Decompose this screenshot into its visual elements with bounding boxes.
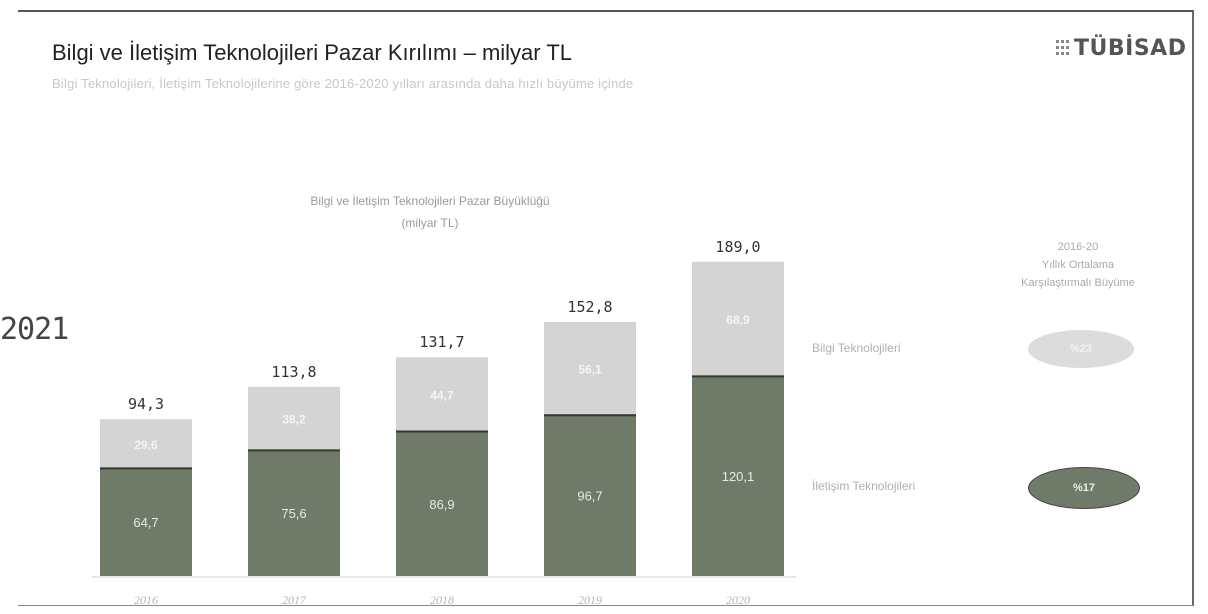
growth-header: 2016-20 Yıllık Ortalama Karşılaştırmalı … [988, 238, 1168, 292]
label-iletisim-2019: 96,7 [577, 489, 602, 504]
label-bilgi-2020: 68,9 [726, 313, 750, 327]
label-total-2020: 189,0 [715, 238, 760, 256]
x-tick-2017: 2017 [282, 593, 307, 607]
page-subtitle: Bilgi Teknolojileri, İletişim Teknolojil… [52, 76, 634, 91]
legend-label-bilgi: Bilgi Teknolojileri [812, 341, 901, 355]
label-total-2017: 113,8 [271, 363, 316, 381]
x-tick-2016: 2016 [134, 593, 158, 607]
logo-grid-icon [1056, 40, 1070, 56]
bar-iletisim-2016 [100, 468, 192, 576]
chart-title-line1: Bilgi ve İletişim Teknolojileri Pazar Bü… [310, 194, 550, 208]
label-bilgi-2017: 38,2 [282, 413, 306, 427]
label-bilgi-2016: 29,6 [134, 438, 158, 452]
bar-iletisim-2019 [544, 415, 636, 576]
label-iletisim-2018: 86,9 [429, 497, 454, 512]
label-bilgi-2018: 44,7 [430, 388, 454, 402]
bar-bilgi-2016 [100, 419, 192, 469]
label-bilgi-2019: 56,1 [578, 363, 602, 377]
bar-iletisim-2018 [396, 431, 488, 576]
chart-title: Bilgi ve İletişim Teknolojileri Pazar Bü… [240, 190, 620, 234]
legend-label-iletisim: İletişim Teknolojileri [812, 479, 916, 493]
page-title: Bilgi ve İletişim Teknolojileri Pazar Kı… [52, 40, 573, 65]
growth-pill-iletisim: %17 [1028, 467, 1140, 509]
x-tick-2020: 2020 [726, 593, 750, 607]
label-total-2019: 152,8 [567, 298, 612, 316]
growth-pill-bilgi: %23 [1028, 330, 1134, 368]
label-total-2016: 94,3 [128, 395, 164, 413]
growth-header-period: 2016-20 [1057, 241, 1099, 253]
bar-bilgi-2019 [544, 321, 636, 416]
growth-value-bilgi: %23 [1069, 343, 1093, 355]
tubisad-logo: TÜBİSAD [1056, 36, 1186, 61]
slide-frame [18, 10, 1194, 606]
bar-iletisim-2020 [692, 376, 784, 576]
chart-title-line2: (milyar TL) [401, 216, 459, 230]
x-tick-2019: 2019 [578, 593, 602, 607]
growth-header-compare: Karşılaştırmalı Büyüme [1021, 277, 1135, 289]
growth-value-iletisim: %17 [1072, 482, 1096, 494]
bar-iletisim-2017 [248, 450, 340, 576]
logo-text: TÜBİSAD [1074, 36, 1187, 61]
label-total-2018: 131,7 [419, 333, 464, 351]
bar-bilgi-2020 [692, 261, 784, 377]
label-iletisim-2016: 64,7 [133, 515, 158, 530]
growth-header-avg: Yıllık Ortalama [1041, 259, 1115, 271]
bar-bilgi-2017 [248, 386, 340, 451]
label-iletisim-2017: 75,6 [281, 506, 306, 521]
year-stamp: 2021 [0, 312, 69, 347]
label-iletisim-2020: 120,1 [722, 469, 755, 484]
x-tick-2018: 2018 [430, 593, 454, 607]
bar-bilgi-2018 [396, 357, 488, 432]
